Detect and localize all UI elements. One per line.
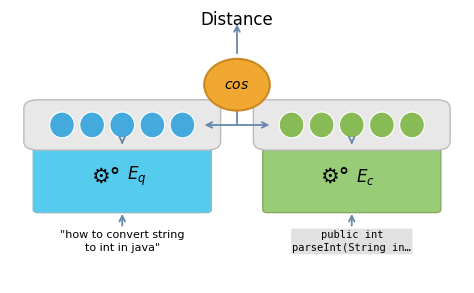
Ellipse shape <box>110 112 135 138</box>
FancyBboxPatch shape <box>24 100 220 150</box>
Text: Distance: Distance <box>201 11 273 29</box>
Ellipse shape <box>204 59 270 110</box>
Ellipse shape <box>279 112 304 138</box>
Text: ⚙°: ⚙° <box>320 167 349 187</box>
Ellipse shape <box>80 112 104 138</box>
Text: "how to convert string
to int in java": "how to convert string to int in java" <box>60 230 184 253</box>
Ellipse shape <box>339 112 364 138</box>
Text: $\mathit{cos}$: $\mathit{cos}$ <box>225 78 249 92</box>
Text: $E_c$: $E_c$ <box>356 167 375 187</box>
Ellipse shape <box>400 112 424 138</box>
Text: $E_q$: $E_q$ <box>127 165 146 188</box>
FancyBboxPatch shape <box>33 141 211 213</box>
Ellipse shape <box>310 112 334 138</box>
Ellipse shape <box>170 112 195 138</box>
Text: public int
parseInt(String in…: public int parseInt(String in… <box>292 230 411 253</box>
Ellipse shape <box>50 112 74 138</box>
Text: ⚙°: ⚙° <box>91 167 120 187</box>
FancyBboxPatch shape <box>254 100 450 150</box>
Ellipse shape <box>370 112 394 138</box>
Ellipse shape <box>140 112 164 138</box>
FancyBboxPatch shape <box>263 141 441 213</box>
